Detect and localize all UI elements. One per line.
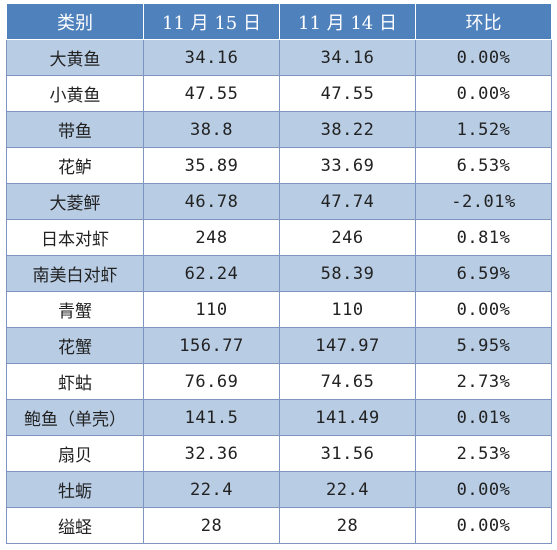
cell-nov14: 47.74: [279, 183, 416, 220]
cell-nov14: 31.56: [279, 435, 416, 472]
cell-nov14: 246: [279, 219, 416, 256]
table-row: 花蟹 156.77 147.97 5.95%: [6, 327, 552, 364]
cell-change: 6.53%: [415, 147, 552, 184]
cell-category: 扇贝: [6, 435, 144, 472]
cell-nov14: 110: [279, 291, 416, 328]
cell-nov15: 156.77: [143, 327, 280, 364]
cell-nov14: 22.4: [279, 471, 416, 508]
cell-nov14: 33.69: [279, 147, 416, 184]
cell-change: 0.81%: [415, 219, 552, 256]
cell-nov15: 35.89: [143, 147, 280, 184]
cell-change: 0.00%: [415, 291, 552, 328]
cell-change: 0.00%: [415, 39, 552, 76]
cell-category: 鲍鱼（单壳）: [6, 399, 144, 436]
table-row: 花鲈 35.89 33.69 6.53%: [6, 147, 552, 184]
cell-category: 缢蛏: [6, 507, 144, 544]
cell-nov15: 46.78: [143, 183, 280, 220]
cell-nov15: 28: [143, 507, 280, 544]
cell-nov14: 58.39: [279, 255, 416, 292]
cell-category: 大黄鱼: [6, 39, 144, 76]
cell-change: 2.73%: [415, 363, 552, 400]
header-nov15: 11 月 15 日: [143, 3, 280, 40]
cell-nov14: 47.55: [279, 75, 416, 112]
cell-nov15: 76.69: [143, 363, 280, 400]
cell-change: 0.00%: [415, 507, 552, 544]
cell-nov14: 141.49: [279, 399, 416, 436]
table-row: 小黄鱼 47.55 47.55 0.00%: [6, 75, 552, 112]
cell-category: 虾蛄: [6, 363, 144, 400]
cell-change: 6.59%: [415, 255, 552, 292]
cell-change: 0.00%: [415, 75, 552, 112]
table-row: 缢蛏 28 28 0.00%: [6, 507, 552, 544]
table-row: 日本对虾 248 246 0.81%: [6, 219, 552, 256]
cell-category: 大菱鲆: [6, 183, 144, 220]
cell-category: 青蟹: [6, 291, 144, 328]
cell-nov15: 32.36: [143, 435, 280, 472]
cell-change: 5.95%: [415, 327, 552, 364]
cell-nov15: 141.5: [143, 399, 280, 436]
cell-nov15: 34.16: [143, 39, 280, 76]
cell-category: 带鱼: [6, 111, 144, 148]
cell-nov15: 62.24: [143, 255, 280, 292]
cell-nov15: 38.8: [143, 111, 280, 148]
cell-change: 1.52%: [415, 111, 552, 148]
table-row: 鲍鱼（单壳） 141.5 141.49 0.01%: [6, 399, 552, 436]
cell-change: 0.00%: [415, 471, 552, 508]
cell-nov15: 248: [143, 219, 280, 256]
table-row: 牡蛎 22.4 22.4 0.00%: [6, 471, 552, 508]
header-nov14: 11 月 14 日: [279, 3, 416, 40]
table-row: 南美白对虾 62.24 58.39 6.59%: [6, 255, 552, 292]
cell-change: 2.53%: [415, 435, 552, 472]
cell-nov15: 110: [143, 291, 280, 328]
header-row: 类别 11 月 15 日 11 月 14 日 环比: [6, 3, 552, 40]
cell-change: -2.01%: [415, 183, 552, 220]
cell-nov15: 47.55: [143, 75, 280, 112]
table-row: 带鱼 38.8 38.22 1.52%: [6, 111, 552, 148]
cell-category: 花鲈: [6, 147, 144, 184]
header-category: 类别: [6, 3, 144, 40]
cell-nov14: 38.22: [279, 111, 416, 148]
cell-nov14: 28: [279, 507, 416, 544]
cell-category: 牡蛎: [6, 471, 144, 508]
table-body: 大黄鱼 34.16 34.16 0.00% 小黄鱼 47.55 47.55 0.00% 带鱼 38…: [6, 39, 552, 544]
table-row: 青蟹 110 110 0.00%: [6, 291, 552, 328]
table-row: 大菱鲆 46.78 47.74 -2.01%: [6, 183, 552, 220]
cell-category: 小黄鱼: [6, 75, 144, 112]
price-table: 类别 11 月 15 日 11 月 14 日 环比 大黄鱼 34.16 34.16 0…: [6, 3, 552, 544]
cell-category: 日本对虾: [6, 219, 144, 256]
table-header: 类别 11 月 15 日 11 月 14 日 环比: [6, 3, 552, 40]
table-row: 扇贝 32.36 31.56 2.53%: [6, 435, 552, 472]
cell-nov15: 22.4: [143, 471, 280, 508]
cell-category: 南美白对虾: [6, 255, 144, 292]
table-row: 大黄鱼 34.16 34.16 0.00%: [6, 39, 552, 76]
cell-change: 0.01%: [415, 399, 552, 436]
cell-category: 花蟹: [6, 327, 144, 364]
table-row: 虾蛄 76.69 74.65 2.73%: [6, 363, 552, 400]
cell-nov14: 74.65: [279, 363, 416, 400]
cell-nov14: 147.97: [279, 327, 416, 364]
header-change: 环比: [415, 3, 552, 40]
cell-nov14: 34.16: [279, 39, 416, 76]
